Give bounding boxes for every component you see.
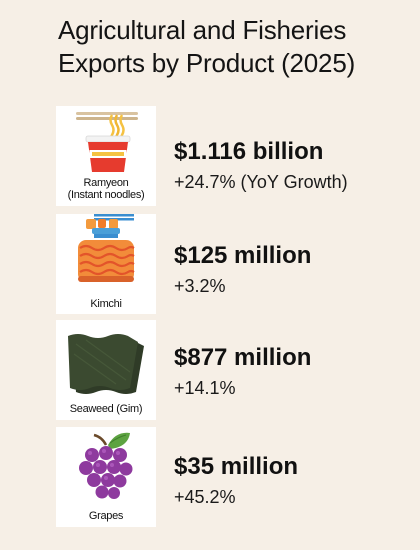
growth-seaweed: +14.1% [174,378,236,398]
product-label-grapes: Grapes [88,510,124,522]
export-value-ramyeon: $1.116 billion [174,138,324,165]
growth-kimchi: +3.2% [174,276,226,296]
product-card-grapes: Grapes [56,427,156,527]
seaweed-sheets-icon [68,334,144,394]
product-card-seaweed: Seaweed (Gim) [56,320,156,420]
instant-noodle-cup-icon [76,112,138,172]
product-row-seaweed: Seaweed (Gim) $877 million +14.1% [56,320,396,420]
export-value-grapes: $35 million [174,453,299,480]
product-label-ramyeon-sub: (Instant noodles) [67,189,145,201]
product-label-ramyeon: Ramyeon [83,177,129,189]
export-value-seaweed: $877 million [174,344,312,371]
product-label-kimchi: Kimchi [90,298,122,310]
product-label-seaweed: Seaweed (Gim) [69,403,143,415]
product-row-grapes: Grapes $35 million +45.2% [56,427,396,527]
kimchi-jar-icon [78,214,135,282]
product-row-ramyeon: Ramyeon (Instant noodles) $1.116 billion… [56,106,396,206]
product-card-ramyeon: Ramyeon (Instant noodles) [56,106,156,206]
grapes-icon [79,432,133,499]
growth-grapes: +45.2% [174,487,236,507]
product-card-kimchi: Kimchi [56,214,156,314]
product-row-kimchi: Kimchi $125 million +3.2% [56,214,396,314]
growth-ramyeon: +24.7% (YoY Growth) [174,172,348,192]
chart-title: Agricultural and Fisheries Exports by Pr… [58,15,356,78]
export-value-kimchi: $125 million [174,242,312,269]
